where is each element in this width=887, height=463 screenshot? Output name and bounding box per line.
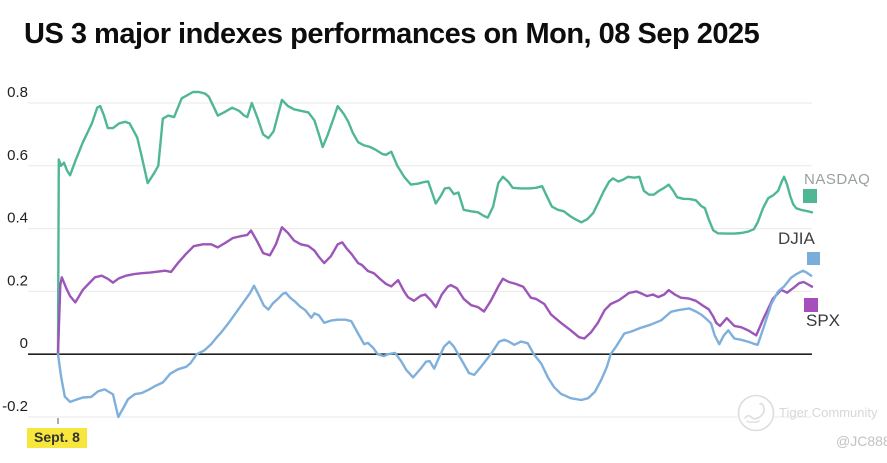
y-axis-tick-label: 0.2 [7, 272, 28, 289]
legend-label-nasdaq: NASDAQ [804, 171, 871, 188]
series-line-djia [56, 269, 813, 419]
legend-swatch-spx-icon [804, 298, 818, 312]
x-axis-date-annotation: Sept. 8 [27, 428, 87, 448]
y-axis-tick-label: 0 [20, 335, 28, 352]
watermark-username: @JC888 [836, 433, 887, 449]
legend-label-djia: DJIA [778, 229, 815, 248]
page-title: US 3 major indexes performances on Mon, … [24, 18, 760, 50]
series-line-nasdaq [56, 90, 814, 356]
watermark-brand-text: Tiger Community [779, 405, 878, 420]
y-axis-tick-label: 0.4 [7, 210, 28, 227]
legend-swatch-djia-icon [807, 252, 820, 265]
y-axis-tick-label: -0.2 [2, 398, 28, 415]
y-axis-tick-label: 0.8 [7, 84, 28, 101]
legend-swatch-nasdaq-icon [803, 189, 817, 203]
series-line-spx [56, 226, 814, 356]
tiger-logo-icon [737, 394, 775, 432]
legend-label-spx: SPX [806, 311, 841, 330]
y-axis-tick-label: 0.6 [7, 147, 28, 164]
